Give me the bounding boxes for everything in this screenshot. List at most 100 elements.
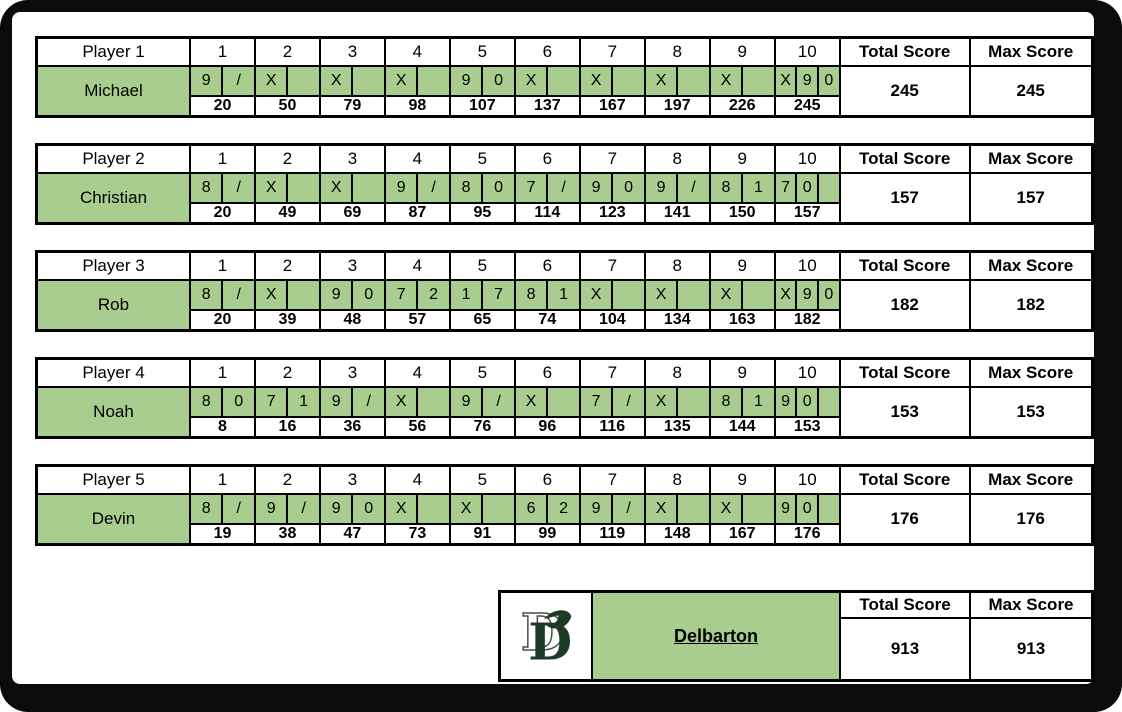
frame-total-cell: 91 [449, 524, 515, 544]
throw-cell [818, 173, 840, 203]
frame-total-cell: 47 [319, 524, 385, 544]
frame-header: 8 [644, 145, 710, 173]
frame-total-cell: 76 [449, 417, 515, 437]
frame-header: 10 [774, 359, 840, 387]
total-score-header: Total Score [839, 252, 970, 280]
team-total-value: 913 [840, 618, 970, 680]
frame-header: 3 [319, 252, 385, 280]
frame-header: 6 [514, 359, 580, 387]
throw-cell: 2 [417, 280, 450, 310]
frame-total-cell: 38 [254, 524, 320, 544]
throw-cell: 9 [449, 387, 483, 417]
throw-cell: / [547, 173, 580, 203]
throw-cell: 9 [579, 494, 613, 524]
throw-cell: 8 [190, 173, 223, 203]
throw-cell [482, 494, 515, 524]
total-score-value: 176 [839, 494, 970, 544]
frame-total-cell: 87 [384, 203, 450, 223]
scoresheet: Player 1 1 2 3 4 5 6 7 8 9 10 Total Scor… [12, 12, 1094, 684]
max-score-header: Max Score [969, 252, 1092, 280]
frame-total-cell: 245 [774, 96, 840, 116]
throw-cell: X [514, 66, 548, 96]
frame-total-cell: 79 [319, 96, 385, 116]
frame-header: 9 [709, 466, 775, 494]
throw-cell [677, 494, 710, 524]
throw-cell: X [384, 494, 418, 524]
throw-cell: / [417, 173, 450, 203]
throw-cell: X [579, 280, 613, 310]
player-2-scorecard: Player 2 1 2 3 4 5 6 7 8 9 10 Total Scor… [35, 143, 1094, 225]
throw-cell: X [254, 66, 288, 96]
throw-cell: 7 [774, 173, 797, 203]
frame-total-cell: 134 [644, 310, 710, 330]
frame-total-cell: 114 [514, 203, 580, 223]
max-score-value: 153 [969, 387, 1092, 437]
frame-header: 9 [709, 145, 775, 173]
frame-total-cell: 99 [514, 524, 580, 544]
player-5-scorecard: Player 5 1 2 3 4 5 6 7 8 9 10 Total Scor… [35, 464, 1094, 546]
throw-cell [287, 173, 320, 203]
frame-total-cell: 20 [190, 203, 255, 223]
frame-total-cell: 104 [579, 310, 645, 330]
throw-cell: X [774, 66, 797, 96]
frame-header: 7 [579, 252, 645, 280]
throw-cell: X [384, 387, 418, 417]
throw-cell: / [287, 494, 320, 524]
total-score-value: 245 [839, 66, 970, 116]
throw-cell [287, 66, 320, 96]
throw-cell: 0 [796, 173, 819, 203]
frame-header: 5 [449, 145, 515, 173]
throw-cell: 0 [612, 173, 645, 203]
throw-cell: 9 [644, 173, 678, 203]
throw-cell: X [774, 280, 797, 310]
player-slot-label: Player 4 [37, 359, 190, 387]
throw-cell: 9 [319, 280, 353, 310]
max-score-value: 182 [969, 280, 1092, 330]
throw-cell: 0 [818, 280, 840, 310]
throw-cell: 8 [190, 494, 223, 524]
team-logo-cell: D D [500, 592, 592, 680]
frame-total-cell: 8 [190, 417, 255, 437]
frame-header: 4 [384, 38, 450, 66]
max-score-header: Max Score [969, 466, 1092, 494]
total-score-value: 182 [839, 280, 970, 330]
frame-total-cell: 123 [579, 203, 645, 223]
throw-cell: 9 [190, 66, 223, 96]
throw-cell [742, 66, 775, 96]
frame-header: 2 [254, 38, 320, 66]
throw-cell: 9 [254, 494, 288, 524]
frame-total-cell: 148 [644, 524, 710, 544]
throw-cell: 9 [579, 173, 613, 203]
throw-cell [677, 280, 710, 310]
total-score-value: 153 [839, 387, 970, 437]
max-score-value: 157 [969, 173, 1092, 223]
max-score-header: Max Score [969, 145, 1092, 173]
throw-cell: 1 [287, 387, 320, 417]
frame-header: 1 [190, 145, 255, 173]
throw-cell: 0 [796, 387, 819, 417]
throw-cell [742, 280, 775, 310]
throw-cell: 7 [254, 387, 288, 417]
throw-cell: X [579, 66, 613, 96]
frame-total-cell: 48 [319, 310, 385, 330]
frame-total-cell: 157 [774, 203, 840, 223]
frame-total-cell: 150 [709, 203, 775, 223]
throw-cell [287, 280, 320, 310]
frame-total-cell: 95 [449, 203, 515, 223]
frame-header: 6 [514, 252, 580, 280]
throw-cell: 9 [774, 387, 797, 417]
throw-cell: / [222, 173, 255, 203]
throw-cell: X [319, 66, 353, 96]
throw-cell: 8 [514, 280, 548, 310]
throw-cell: 0 [222, 387, 255, 417]
throw-cell: 7 [482, 280, 515, 310]
frame-header: 5 [449, 38, 515, 66]
frame-total-cell: 137 [514, 96, 580, 116]
frame-header: 10 [774, 145, 840, 173]
throw-cell: / [222, 494, 255, 524]
throw-cell: X [514, 387, 548, 417]
throw-cell: 6 [514, 494, 548, 524]
frame-header: 1 [190, 359, 255, 387]
throw-cell [818, 387, 840, 417]
throw-cell: / [482, 387, 515, 417]
